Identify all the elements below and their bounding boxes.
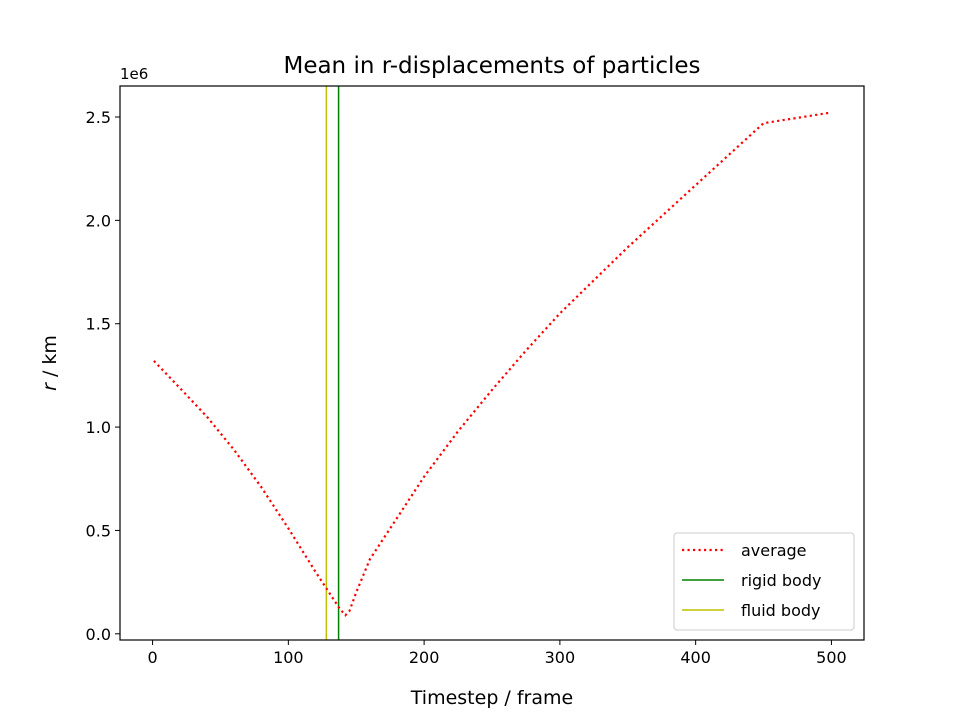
y-tick-label: 2.5: [86, 108, 111, 127]
vertical-lines: [325, 86, 340, 640]
y-axis-label-unit: / km: [39, 335, 61, 383]
y-tick-label: 0.5: [86, 521, 111, 540]
x-axis-label: Timestep / frame: [410, 687, 573, 709]
y-tick-label: 1.0: [86, 418, 111, 437]
legend: average rigid body fluid body: [673, 532, 855, 631]
y-tick-label: 0.0: [86, 625, 111, 644]
x-tick-label: 0: [147, 648, 157, 667]
legend-label-rigid-body: rigid body: [741, 571, 821, 590]
y-axis-label: r / km: [39, 335, 61, 391]
plot-frame: [119, 85, 865, 641]
chart-title: Mean in r-displacements of particles: [283, 53, 700, 79]
y-axis-label-variable: r: [39, 382, 61, 391]
x-tick-label: 200: [409, 648, 440, 667]
x-tick-label: 300: [545, 648, 576, 667]
x-tick-label: 500: [816, 648, 847, 667]
y-tick-label: 2.0: [86, 211, 111, 230]
series-layer: [153, 111, 829, 617]
x-tick-label: 100: [273, 648, 304, 667]
x-tick-label: 400: [680, 648, 711, 667]
legend-label-average: average: [741, 541, 807, 560]
legend-box: [673, 532, 855, 631]
y-offset-label: 1e6: [120, 65, 148, 83]
y-tick-label: 1.5: [86, 315, 111, 334]
x-axis-ticks: 0 100 200 300 400 500: [147, 640, 847, 667]
y-axis-ticks: 0.0 0.5 1.0 1.5 2.0 2.5: [86, 108, 120, 644]
series-line-average: [153, 111, 829, 617]
legend-label-fluid-body: fluid body: [741, 601, 820, 620]
